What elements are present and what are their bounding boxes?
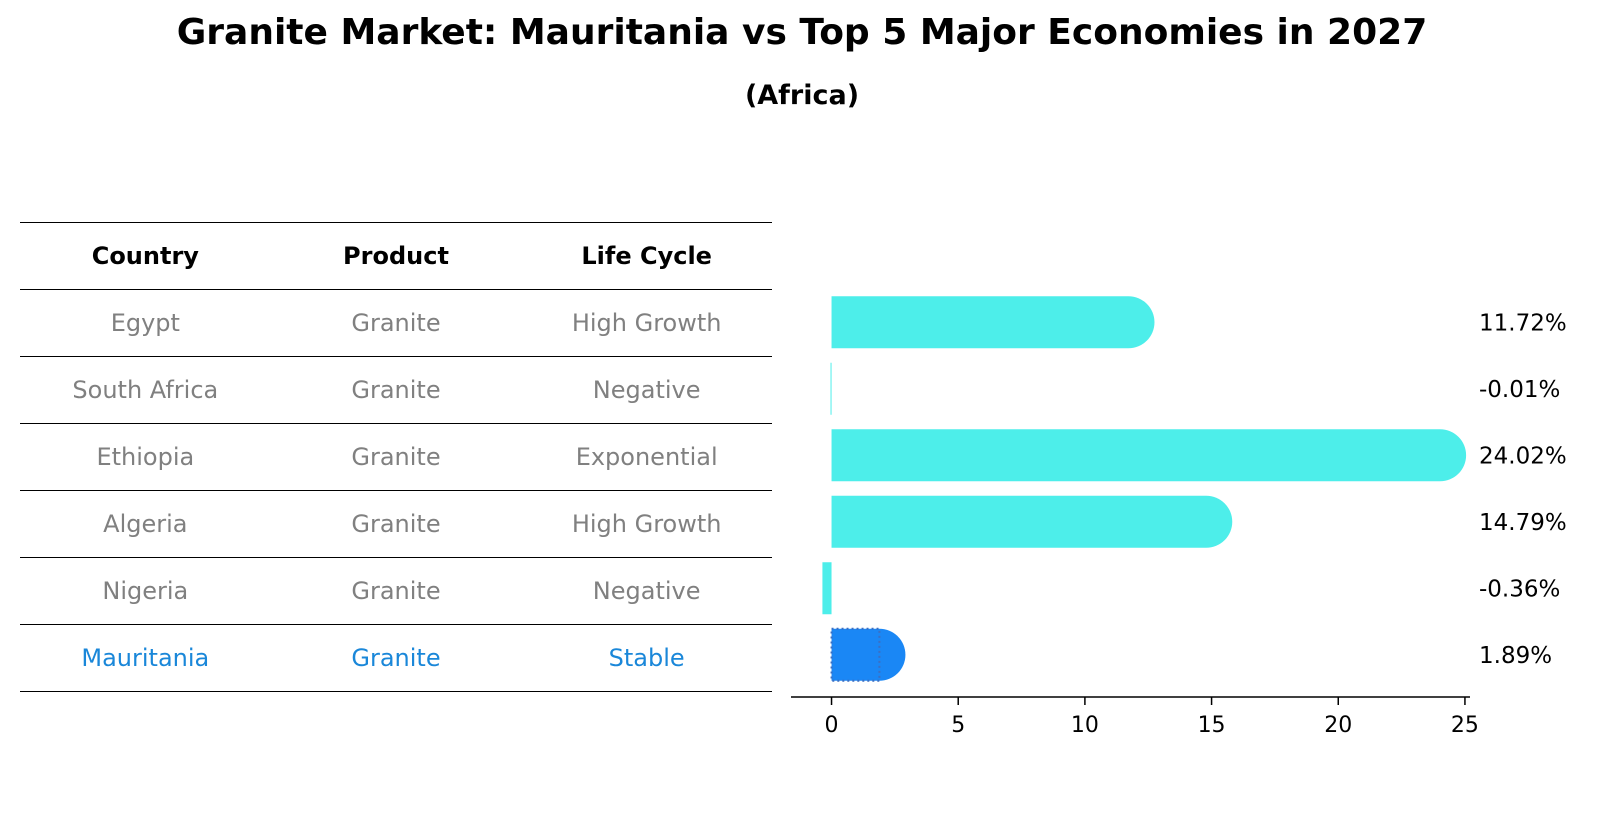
x-tick-label: 25 <box>1451 713 1479 738</box>
cell-life-cycle: Stable <box>521 624 772 692</box>
value-label: -0.01% <box>1479 377 1560 403</box>
cell-country: Ethiopia <box>20 423 271 491</box>
bar <box>831 495 1233 548</box>
table-row: Ethiopia Granite Exponential <box>20 423 772 491</box>
x-tick-label: 10 <box>1071 713 1099 738</box>
header-product: Product <box>270 222 522 290</box>
cell-product: Granite <box>270 289 522 357</box>
bar <box>822 562 832 615</box>
cell-product: Granite <box>270 356 522 424</box>
table-row: South Africa Granite Negative <box>20 356 772 424</box>
header-life-cycle: Life Cycle <box>521 222 772 290</box>
header-country: Country <box>20 222 271 290</box>
table-row: Nigeria Granite Negative <box>20 557 772 625</box>
bar <box>831 628 906 681</box>
chart-subtitle: (Africa) <box>744 80 860 111</box>
bar <box>831 296 1155 349</box>
x-tick-label: 0 <box>825 713 839 738</box>
cell-life-cycle: High Growth <box>521 490 772 558</box>
chart-title: Granite Market: Mauritania vs Top 5 Majo… <box>176 12 1428 53</box>
cell-country: Egypt <box>20 289 271 357</box>
country-table: Country Product Life Cycle Egypt Granite… <box>20 222 772 692</box>
cell-product: Granite <box>270 423 522 491</box>
cell-country: Algeria <box>20 490 271 558</box>
table-row-highlight: Mauritania Granite Stable <box>20 624 772 692</box>
cell-country: Mauritania <box>20 624 271 692</box>
cell-life-cycle: Negative <box>521 356 772 424</box>
table-row: Egypt Granite High Growth <box>20 289 772 357</box>
value-label: 24.02% <box>1479 443 1567 469</box>
value-label: 1.89% <box>1479 643 1552 669</box>
x-tick-label: 5 <box>951 713 965 738</box>
bar <box>830 362 832 415</box>
table-header-row: Country Product Life Cycle <box>20 222 772 290</box>
cell-life-cycle: High Growth <box>521 289 772 357</box>
cell-product: Granite <box>270 490 522 558</box>
cell-life-cycle: Negative <box>521 557 772 625</box>
table-row: Algeria Granite High Growth <box>20 490 772 558</box>
cell-country: South Africa <box>20 356 271 424</box>
cell-life-cycle: Exponential <box>521 423 772 491</box>
cell-country: Nigeria <box>20 557 271 625</box>
x-tick-label: 15 <box>1198 713 1226 738</box>
bar <box>831 429 1467 482</box>
cell-product: Granite <box>270 624 522 692</box>
value-label: 11.72% <box>1479 310 1567 336</box>
cell-product: Granite <box>270 557 522 625</box>
x-tick-label: 20 <box>1324 713 1352 738</box>
value-label: -0.36% <box>1479 576 1560 602</box>
value-label: 14.79% <box>1479 510 1567 536</box>
